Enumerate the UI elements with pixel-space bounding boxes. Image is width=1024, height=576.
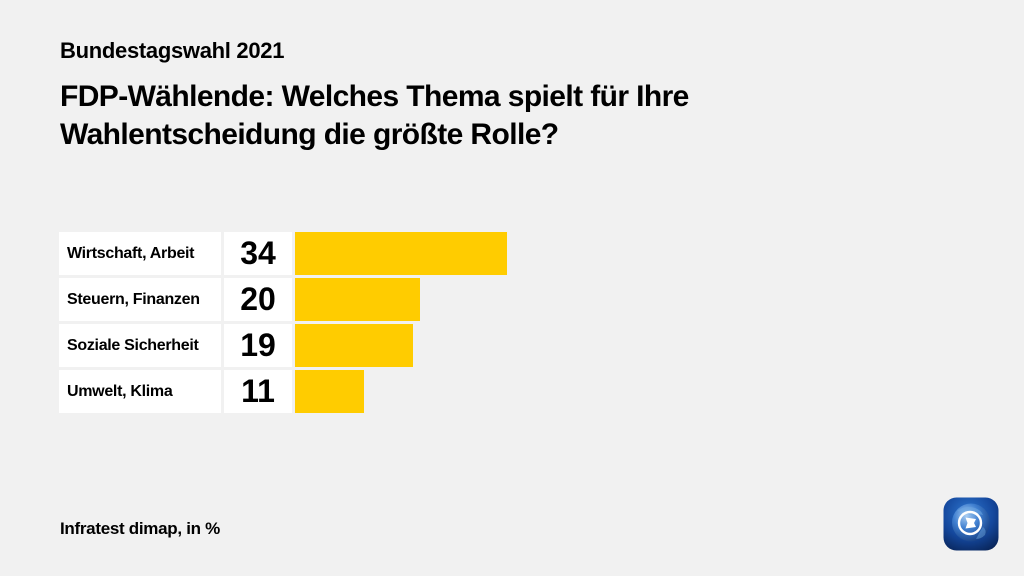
bar <box>295 232 507 275</box>
chart-row: Soziale Sicherheit 19 <box>59 324 507 367</box>
chart-row: Steuern, Finanzen 20 <box>59 278 507 321</box>
bar-label: Wirtschaft, Arbeit <box>59 232 221 275</box>
tagesschau-logo <box>943 497 999 551</box>
bar-value: 11 <box>224 370 292 413</box>
kicker: Bundestagswahl 2021 <box>60 38 285 63</box>
title-line-2: Wahlentscheidung die größte Rolle? <box>60 118 559 151</box>
page-title: FDP-Wählende: Welches Thema spielt für I… <box>60 78 960 154</box>
chart-row: Wirtschaft, Arbeit 34 <box>59 232 507 275</box>
bar-chart: Wirtschaft, Arbeit 34 Steuern, Finanzen … <box>59 232 507 416</box>
bar <box>295 370 364 413</box>
title-line-1: FDP-Wählende: Welches Thema spielt für I… <box>60 80 689 113</box>
source-label: Infratest dimap, in % <box>60 519 220 538</box>
bar <box>295 324 414 367</box>
bar-label: Soziale Sicherheit <box>59 324 221 367</box>
bar-value: 34 <box>224 232 292 275</box>
bar-label: Umwelt, Klima <box>59 370 221 413</box>
bar-value: 20 <box>224 278 292 321</box>
globe-icon <box>943 497 999 551</box>
bar-value: 19 <box>224 324 292 367</box>
chart-row: Umwelt, Klima 11 <box>59 370 507 413</box>
bar-label: Steuern, Finanzen <box>59 278 221 321</box>
bar <box>295 278 420 321</box>
